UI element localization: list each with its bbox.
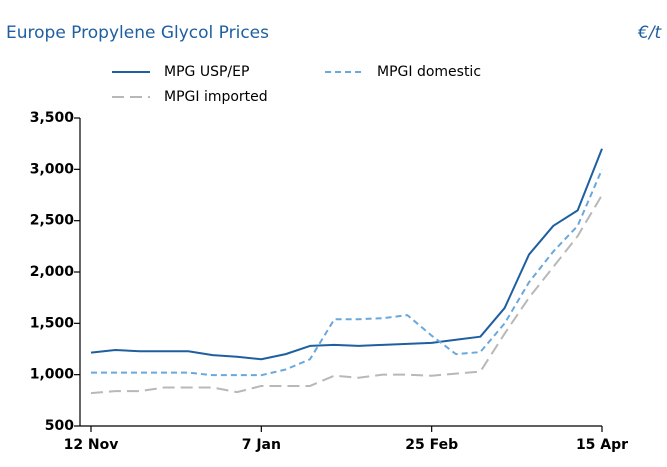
y-tick-label: 1,500 bbox=[30, 315, 75, 331]
series-line bbox=[90, 148, 603, 361]
series-line bbox=[90, 194, 603, 395]
y-tick-label: 3,500 bbox=[30, 110, 75, 126]
chart-title: Europe Propylene Glycol Prices bbox=[6, 23, 269, 43]
legend-label: MPG USP/EP bbox=[164, 64, 249, 80]
x-tick-label: 15 Apr bbox=[576, 437, 628, 453]
x-tick-label: 25 Feb bbox=[405, 437, 458, 453]
unit-label: €/t bbox=[637, 23, 663, 43]
y-tick-label: 2,000 bbox=[30, 264, 75, 280]
series-line bbox=[91, 168, 603, 377]
y-tick-label: 3,000 bbox=[30, 161, 75, 177]
y-tick-label: 1,000 bbox=[30, 367, 75, 383]
y-tick-label: 500 bbox=[45, 418, 74, 434]
x-tick-label: 7 Jan bbox=[242, 437, 281, 453]
legend-label: MPGI imported bbox=[164, 89, 268, 105]
legend-label: MPGI domestic bbox=[377, 64, 481, 80]
y-tick-label: 2,500 bbox=[30, 213, 75, 229]
x-tick-label: 12 Nov bbox=[64, 437, 119, 453]
